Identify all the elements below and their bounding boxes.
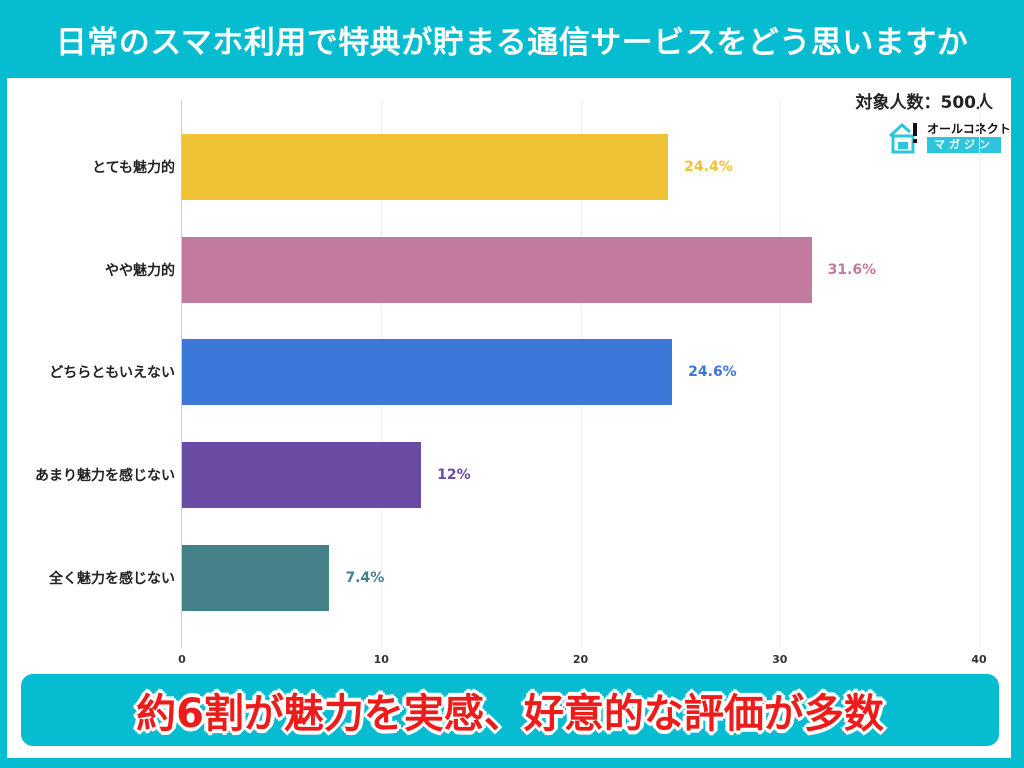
bar xyxy=(182,237,812,303)
value-label: 12% xyxy=(437,467,471,483)
category-label: どちらともいえない xyxy=(49,365,175,381)
x-tick-label: 30 xyxy=(772,653,788,666)
value-label: 31.6% xyxy=(827,262,877,278)
brand-name-bottom: マガジン xyxy=(927,137,1001,153)
x-tick-label: 10 xyxy=(373,653,389,666)
category-label: あまり魅力を感じない xyxy=(35,468,175,484)
brand-name-top: オールコネクト xyxy=(927,122,1011,136)
value-label: 7.4% xyxy=(345,570,385,586)
x-tick-label: 40 xyxy=(971,653,987,666)
category-label: 全く魅力を感じない xyxy=(49,571,175,587)
summary-banner: 約6割が魅力を実感、好意的な評価が多数 xyxy=(21,674,999,746)
house-icon xyxy=(888,122,917,154)
gridline xyxy=(979,100,980,648)
x-tick-label: 0 xyxy=(178,653,186,666)
x-tick-label: 20 xyxy=(572,653,589,666)
gridline xyxy=(779,100,781,648)
chart-panel: 対象人数：500人 オールコネクト マガジン 0 10 20 30 40 とても魅力的 24… xyxy=(7,78,1011,758)
value-label: 24.4% xyxy=(684,159,733,175)
bar xyxy=(182,339,673,405)
brand-logo: オールコネクト マガジン xyxy=(887,118,1011,156)
category-label: やや魅力的 xyxy=(105,263,175,279)
bar xyxy=(182,134,669,200)
y-axis-line xyxy=(181,100,182,648)
category-label: とても魅力的 xyxy=(92,160,175,176)
bar-chart: 0 10 20 30 40 とても魅力的 24.4% やや魅力的 31.6% どちらともいえない 2… xyxy=(7,78,1011,678)
bar xyxy=(182,545,330,611)
value-label: 24.6% xyxy=(688,364,737,380)
title-bar: 日常のスマホ利用で特典が貯まる通信サービスをどう思いますか xyxy=(0,0,1024,78)
respondent-count: 対象人数：500人 xyxy=(855,93,994,113)
chart-title: 日常のスマホ利用で特典が貯まる通信サービスをどう思いますか xyxy=(55,24,969,61)
bar xyxy=(182,442,422,508)
summary-text: 約6割が魅力を実感、好意的な評価が多数 xyxy=(136,691,884,737)
